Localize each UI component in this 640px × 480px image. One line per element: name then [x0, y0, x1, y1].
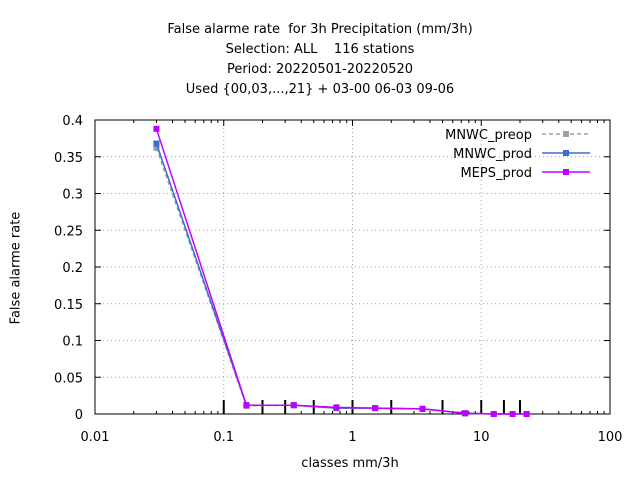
- data-point-MEPS_prod: [290, 402, 297, 409]
- y-tick-label: 0.05: [54, 371, 83, 386]
- series-line-MEPS_prod: [155, 128, 527, 415]
- y-tick-label: 0.15: [54, 298, 83, 313]
- y-axis-label: False alarme rate: [8, 211, 24, 325]
- legend-marker-MNWC_preop: [563, 131, 569, 137]
- data-point-MNWC_prod: [153, 140, 160, 147]
- legend-marker-MEPS_prod: [563, 169, 569, 175]
- y-tick-label: 0.3: [62, 188, 83, 203]
- y-tick-label: 0: [75, 408, 83, 423]
- y-tick-label: 0.1: [62, 335, 83, 350]
- data-point-MEPS_prod: [523, 411, 530, 417]
- data-point-MEPS_prod: [509, 411, 516, 417]
- data-point-MEPS_prod: [333, 404, 340, 411]
- data-point-MEPS_prod: [243, 402, 250, 409]
- series-line-MNWC_preop: [155, 147, 527, 415]
- chart-title-line-3: Period: 20220501-20220520: [226, 62, 414, 77]
- x-tick-label: 100: [598, 430, 623, 445]
- x-tick-label: 10: [473, 430, 490, 445]
- chart-title-line-2: Selection: ALL 116 stations: [225, 42, 415, 57]
- x-tick-label: 0.01: [81, 430, 110, 445]
- x-tick-label: 1: [348, 430, 356, 445]
- series-line-MNWC_prod: [155, 143, 527, 415]
- y-tick-label: 0.35: [54, 151, 83, 166]
- data-point-MNWC_preop: [153, 144, 160, 151]
- y-tick-label: 0.25: [54, 224, 83, 239]
- data-point-MEPS_prod: [462, 410, 469, 417]
- data-point-MEPS_prod: [153, 125, 160, 132]
- chart-title-line-1: False alarme rate for 3h Precipitation (…: [167, 22, 473, 37]
- data-point-MEPS_prod: [490, 411, 497, 417]
- data-point-MEPS_prod: [419, 405, 426, 412]
- x-axis-label: classes mm/3h: [301, 456, 399, 471]
- chart-title-line-4: Used {00,03,...,21} + 03-00 06-03 09-06: [185, 82, 455, 97]
- y-tick-label: 0.4: [62, 114, 83, 129]
- legend-marker-MNWC_prod: [563, 150, 569, 156]
- data-point-MEPS_prod: [372, 405, 379, 412]
- legend-label-MEPS_prod: MEPS_prod: [460, 166, 532, 181]
- legend-label-MNWC_preop: MNWC_preop: [445, 128, 532, 143]
- legend-label-MNWC_prod: MNWC_prod: [453, 147, 532, 162]
- y-tick-label: 0.2: [62, 261, 83, 276]
- x-tick-label: 0.1: [213, 430, 234, 445]
